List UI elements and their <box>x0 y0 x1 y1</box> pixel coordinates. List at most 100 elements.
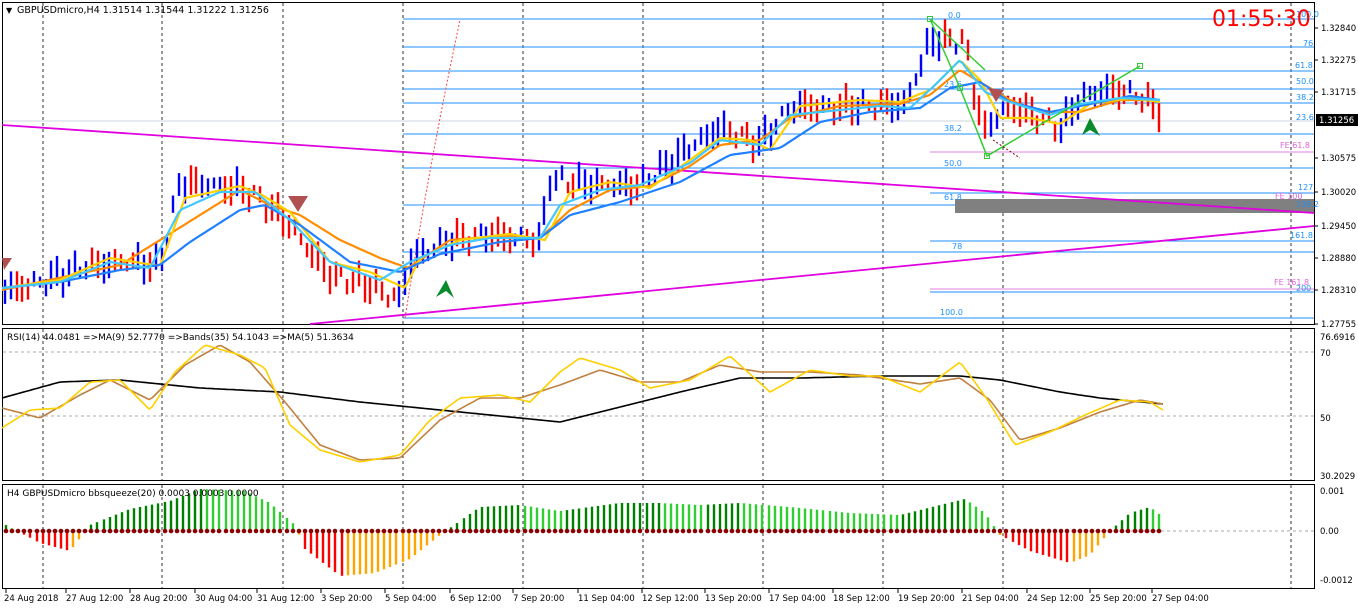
squeeze-bar-positive <box>1140 510 1142 531</box>
squeeze-bar-positive <box>615 504 617 532</box>
squeeze-bar-negative <box>316 531 318 558</box>
squeeze-dot <box>809 529 814 534</box>
squeeze-dot <box>53 529 58 534</box>
squeeze-bar-negative <box>371 531 373 573</box>
squeeze-dot <box>962 529 967 534</box>
squeeze-bar-positive <box>951 502 953 531</box>
squeeze-dot <box>10 529 15 534</box>
squeeze-bar-positive <box>957 501 959 531</box>
squeeze-bar-negative <box>365 531 367 574</box>
squeeze-bar-positive <box>780 506 782 531</box>
bull-bar <box>857 97 859 125</box>
rsi-pane[interactable] <box>3 329 1315 481</box>
squeeze-bar-positive <box>188 493 190 531</box>
bear-bar <box>1019 98 1021 127</box>
squeeze-bar-negative <box>1036 531 1038 553</box>
squeeze-dot <box>211 529 216 534</box>
squeeze-dot <box>144 529 149 534</box>
bear-bar <box>352 272 354 293</box>
squeeze-dot <box>815 529 820 534</box>
fib-label: 50.0 <box>1296 77 1314 86</box>
bear-bar <box>21 276 23 302</box>
bull-bar <box>549 176 551 202</box>
squeeze-dot <box>529 529 534 534</box>
bear-bar <box>1118 81 1120 110</box>
squeeze-dot <box>1139 529 1144 534</box>
squeeze-bar-negative <box>1024 531 1026 548</box>
squeeze-bar-positive <box>890 515 892 531</box>
bear-bar <box>91 248 93 272</box>
squeeze-bar-positive <box>926 508 928 531</box>
squeeze-bar-positive <box>475 510 477 531</box>
squeeze-dot <box>1133 529 1138 534</box>
bull-bar <box>706 124 708 147</box>
bear-bar <box>329 266 331 294</box>
squeeze-pane[interactable] <box>3 485 1315 589</box>
squeeze-bar-negative <box>310 531 312 554</box>
bull-bar <box>920 54 922 76</box>
squeeze-bar-positive <box>560 511 562 531</box>
squeeze-dot <box>102 529 107 534</box>
squeeze-dot <box>730 529 735 534</box>
squeeze-bar-positive <box>585 508 587 532</box>
bear-bar <box>1158 103 1160 132</box>
squeeze-bar-positive <box>487 507 489 531</box>
squeeze-dot <box>876 529 881 534</box>
squeeze-bar-negative <box>1042 531 1044 555</box>
squeeze-dot <box>352 529 357 534</box>
time-tick-label: 6 Sep 12:00 <box>450 594 501 604</box>
fib-ext-label: 127 <box>1298 183 1313 192</box>
squeeze-dot <box>89 529 94 534</box>
squeeze-dot <box>1096 529 1101 534</box>
price-tick-label: 1.30575 <box>1321 154 1356 164</box>
price-tick-label: 1.30020 <box>1321 188 1356 198</box>
squeeze-dot <box>736 529 741 534</box>
bear-bar <box>190 165 192 195</box>
squeeze-bar-positive <box>139 507 141 531</box>
bear-bar <box>967 40 969 61</box>
squeeze-bar-positive <box>151 505 153 531</box>
fib-label: 61.8 <box>944 193 962 202</box>
bear-bar <box>27 278 29 299</box>
time-tick-label: 17 Sep 04:00 <box>769 594 826 604</box>
bull-bar <box>439 227 441 247</box>
squeeze-bar-negative <box>1091 531 1093 553</box>
squeeze-bar-positive <box>176 498 178 531</box>
bear-bar <box>340 266 342 277</box>
bull-bar <box>1002 102 1004 115</box>
squeeze-dot <box>1151 529 1156 534</box>
squeeze-bar-positive <box>865 514 867 531</box>
fib-label: 0.0 <box>948 11 961 20</box>
squeeze-bar-negative <box>304 531 306 549</box>
squeeze-dot <box>1017 529 1022 534</box>
squeeze-dot <box>559 529 564 534</box>
squeeze-dot <box>571 529 576 534</box>
squeeze-bar-positive <box>621 503 623 531</box>
squeeze-bar-positive <box>847 513 849 531</box>
squeeze-dot <box>693 529 698 534</box>
squeeze-dot <box>821 529 826 534</box>
squeeze-bar-positive <box>713 504 715 531</box>
squeeze-bar-positive <box>743 503 745 531</box>
bull-bar <box>932 27 934 56</box>
squeeze-dot <box>1041 529 1046 534</box>
squeeze-bar-positive <box>1152 509 1154 531</box>
price-pane[interactable] <box>3 3 1315 325</box>
bull-bar <box>990 112 992 137</box>
squeeze-bar-positive <box>694 505 696 531</box>
squeeze-dot <box>28 529 33 534</box>
squeeze-dot <box>724 529 729 534</box>
squeeze-bar-negative <box>414 531 416 555</box>
time-tick-label: 7 Sep 20:00 <box>513 594 564 604</box>
triangle-menu-icon[interactable]: ▼ <box>6 6 13 15</box>
squeeze-bar-positive <box>182 496 184 531</box>
squeeze-bar-positive <box>786 507 788 531</box>
squeeze-dot <box>858 529 863 534</box>
squeeze-bar-positive <box>768 505 770 531</box>
bear-bar <box>532 233 534 258</box>
time-tick-label: 21 Sep 04:00 <box>962 594 1019 604</box>
squeeze-dot <box>388 529 393 534</box>
squeeze-bar-positive <box>145 506 147 531</box>
